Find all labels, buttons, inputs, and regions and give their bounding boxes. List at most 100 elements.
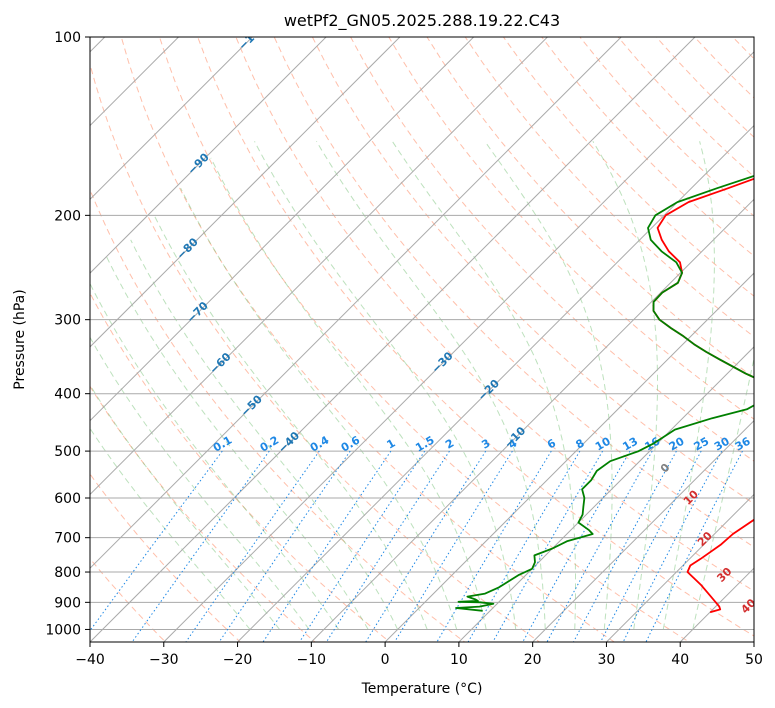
dry-adiabat [90, 292, 391, 642]
dry-adiabat-label: 30 [714, 565, 734, 585]
isotherm-line [90, 37, 180, 127]
isotherm-line [90, 37, 475, 422]
dry-adiabat [90, 62, 541, 642]
mixing-ratio-line [600, 450, 702, 642]
y-tick-label: 400 [54, 387, 81, 403]
background-lines [90, 10, 775, 649]
dry-adiabat [120, 37, 616, 642]
mixing-ratio-line [131, 450, 270, 642]
x-tick-label: 50 [745, 652, 763, 668]
y-tick-label: 500 [54, 444, 81, 460]
sounding-profiles [455, 175, 754, 614]
moist-adiabat [391, 141, 576, 630]
mixing-ratio-label: 3 [479, 437, 492, 452]
dry-adiabat-label: −50 [238, 392, 265, 419]
isotherm-line [90, 37, 254, 201]
mixing-ratio-label: 1 [385, 437, 398, 452]
mixing-ratio-line [394, 450, 513, 642]
isotherm-line [605, 493, 754, 642]
mixing-ratio-line [436, 450, 552, 642]
mixing-ratio-label: 6 [545, 436, 558, 451]
dry-adiabat [350, 37, 754, 462]
y-axis-label: Pressure (hPa) [12, 289, 28, 389]
x-tick-label: −30 [149, 652, 179, 668]
x-tick-label: 40 [671, 652, 689, 668]
dry-adiabat-label: 0 [658, 461, 673, 476]
dry-adiabat [426, 37, 754, 379]
isotherm-line [90, 37, 327, 274]
x-tick-label: −10 [297, 652, 327, 668]
dry-adiabat-label: −80 [174, 235, 201, 262]
mixing-ratio-line [492, 450, 604, 642]
moist-adiabat [90, 282, 340, 630]
isotherm-line [310, 198, 754, 642]
mixing-ratio-label: 8 [574, 437, 587, 452]
chart-title: wetPf2_GN05.2025.288.19.22.C43 [284, 11, 560, 31]
x-axis-label: Temperature (°C) [361, 681, 483, 697]
dry-adiabat [732, 37, 754, 60]
x-tick-label: 30 [598, 652, 616, 668]
moist-adiabat [90, 427, 251, 630]
moist-adiabat [254, 141, 517, 630]
moist-adiabat [592, 141, 658, 630]
moist-adiabat [316, 141, 546, 630]
moist-adiabat [662, 141, 715, 630]
isotherm-line [531, 419, 754, 642]
y-tick-label: 800 [54, 565, 81, 581]
dry-adiabat [311, 37, 754, 505]
moist-adiabat [90, 336, 310, 630]
moist-adiabat [90, 384, 280, 630]
dry-adiabat [388, 37, 754, 420]
mixing-ratio-line [90, 450, 223, 632]
isotherm-line [90, 37, 622, 569]
isotherm-line [384, 272, 754, 642]
moist-adiabat [130, 239, 399, 630]
mixing-ratio-line [325, 450, 450, 642]
plot-frame [89, 36, 755, 643]
dry-adiabat [90, 473, 241, 642]
moist-adiabat [106, 256, 369, 630]
y-axis: 100 200 300 400 500 600 700 800 900 1000 [45, 30, 90, 638]
isotherm-line [90, 37, 696, 642]
dry-adiabat [693, 37, 754, 99]
dry-adiabat-label: −30 [429, 349, 456, 376]
mixing-ratio-line [522, 450, 631, 642]
dry-adiabat [90, 385, 316, 642]
mixing-ratio-line [185, 450, 320, 642]
dry-adiabat-label: −70 [184, 299, 211, 326]
dry-adiabat [502, 37, 754, 297]
isotherm-line [458, 346, 754, 642]
isotherm-line [679, 567, 754, 642]
moist-adiabat [692, 356, 754, 630]
dry-adiabat-label: 40 [738, 596, 758, 616]
dry-adiabat [197, 37, 754, 637]
mixing-ratio-label: 2 [443, 437, 456, 452]
isotherm-line [90, 37, 549, 496]
dry-adiabat [464, 37, 754, 338]
dry-adiabat [90, 188, 466, 642]
moist-adiabat [180, 187, 458, 630]
x-tick-label: 10 [450, 652, 468, 668]
dewpoint-profile [455, 175, 754, 612]
mixing-ratio-line [546, 450, 653, 642]
line-labels: 0.1 0.2 0.4 0.6 1 1.5 2 3 4 6 8 10 13 16 20 25 30 36−100−… [174, 37, 758, 616]
mixing-ratio-line [645, 450, 743, 642]
y-tick-label: 100 [54, 30, 81, 46]
isotherm-line [90, 37, 401, 348]
x-tick-label: −40 [75, 652, 105, 668]
mixing-ratio-line [622, 450, 723, 642]
mixing-ratio-line [467, 450, 581, 642]
y-tick-label: 900 [54, 595, 81, 611]
y-tick-label: 1000 [45, 622, 81, 638]
dry-adiabat [745, 10, 775, 649]
y-tick-label: 200 [54, 208, 81, 224]
isotherm-line [236, 124, 754, 642]
mixing-ratio-line [298, 450, 426, 642]
moist-adiabat [484, 141, 613, 630]
isotherm-line [753, 641, 754, 642]
y-tick-label: 300 [54, 313, 81, 329]
y-tick-label: 600 [54, 491, 81, 507]
x-axis: −40 −30 −20 −10 0 10 20 30 40 50 [75, 642, 763, 668]
x-tick-label: 20 [524, 652, 542, 668]
